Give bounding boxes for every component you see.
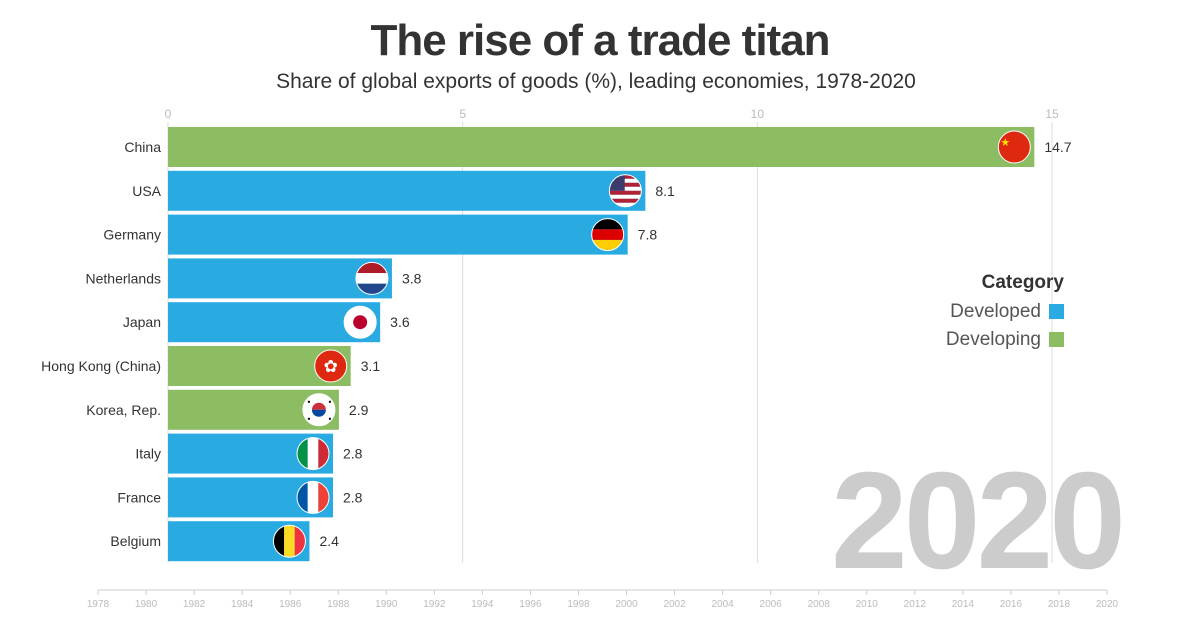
usa-flag-icon [608, 174, 642, 208]
timeline-year-label: 2020 [1096, 599, 1119, 610]
timeline-year-label: 1992 [423, 599, 446, 610]
legend-item-developed: Developed [900, 298, 1064, 326]
timeline-year-label: 2010 [856, 599, 879, 610]
legend-swatch-developed [1049, 304, 1064, 319]
timeline-year-label: 1978 [87, 599, 110, 610]
legend-swatch-developing [1049, 332, 1064, 347]
value-label: 2.4 [319, 533, 339, 549]
timeline-year-label: 1990 [375, 599, 398, 610]
korea-flag-icon [302, 393, 336, 427]
legend-label-developed: Developed [950, 301, 1041, 322]
value-label: 2.8 [343, 446, 363, 462]
category-label: Korea, Rep. [86, 402, 161, 418]
category-label: France [117, 489, 161, 505]
svg-text:✿: ✿ [324, 357, 338, 376]
bar-usa [168, 170, 646, 211]
legend-title: Category [981, 272, 1064, 293]
germany-flag-icon [591, 218, 625, 252]
value-label: 3.6 [390, 314, 410, 330]
hong-kong-flag-icon: ✿ [314, 349, 348, 383]
legend-label-developing: Developing [945, 329, 1041, 350]
france-flag-icon [296, 480, 330, 514]
chart-subtitle: Share of global exports of goods (%), le… [276, 70, 916, 93]
timeline-year-label: 1982 [183, 599, 206, 610]
x-tick-label: 10 [751, 107, 765, 121]
belgium-flag-icon [272, 524, 306, 558]
value-label: 2.9 [349, 402, 369, 418]
bar-netherlands [168, 258, 392, 299]
value-label: 14.7 [1044, 139, 1071, 155]
timeline-year-label: 2004 [711, 599, 734, 610]
category-label: Netherlands [86, 270, 162, 286]
x-tick-label: 5 [459, 107, 466, 121]
timeline-year-label: 1980 [135, 599, 158, 610]
timeline-year-label: 1988 [327, 599, 350, 610]
timeline-year-label: 2016 [1000, 599, 1023, 610]
value-label: 3.8 [402, 270, 422, 286]
timeline-year-label: 1994 [471, 599, 494, 610]
category-label: Italy [135, 446, 161, 462]
category-label: Japan [123, 314, 161, 330]
category-label: Hong Kong (China) [41, 358, 161, 374]
x-tick-label: 15 [1045, 107, 1059, 121]
value-label: 8.1 [655, 183, 675, 199]
timeline-year-label: 2000 [615, 599, 638, 610]
bar-germany [168, 214, 628, 255]
timeline-year-label: 1996 [519, 599, 542, 610]
bar-china [168, 127, 1035, 167]
category-label: USA [132, 183, 161, 199]
chart-title: The rise of a trade titan [370, 16, 830, 65]
current-year-display: 2020 [831, 444, 1126, 598]
value-label: 7.8 [638, 227, 658, 243]
category-label: Belgium [110, 533, 161, 549]
timeline-year-label: 2018 [1048, 599, 1071, 610]
italy-flag-icon [296, 437, 330, 471]
timeline-year-label: 1986 [279, 599, 302, 610]
category-label: China [124, 139, 161, 155]
timeline-year-label: 2002 [663, 599, 686, 610]
japan-flag-icon [343, 305, 377, 339]
timeline-year-label: 2008 [808, 599, 831, 610]
timeline-year-label: 2014 [952, 599, 975, 610]
timeline-year-label: 1984 [231, 599, 254, 610]
x-tick-label: 0 [165, 107, 172, 121]
legend-item-developing: Developing [900, 326, 1064, 354]
timeline-year-label: 1998 [567, 599, 590, 610]
timeline-year-label: 2012 [904, 599, 927, 610]
value-label: 2.8 [343, 489, 363, 505]
svg-text:★: ★ [1000, 137, 1010, 149]
category-label: Germany [103, 227, 161, 243]
timeline-year-label: 2006 [760, 599, 783, 610]
legend: Category Developed Developing [900, 272, 1064, 354]
value-label: 3.1 [361, 358, 381, 374]
netherlands-flag-icon [355, 261, 389, 295]
china-flag-icon: ★ [997, 130, 1031, 164]
